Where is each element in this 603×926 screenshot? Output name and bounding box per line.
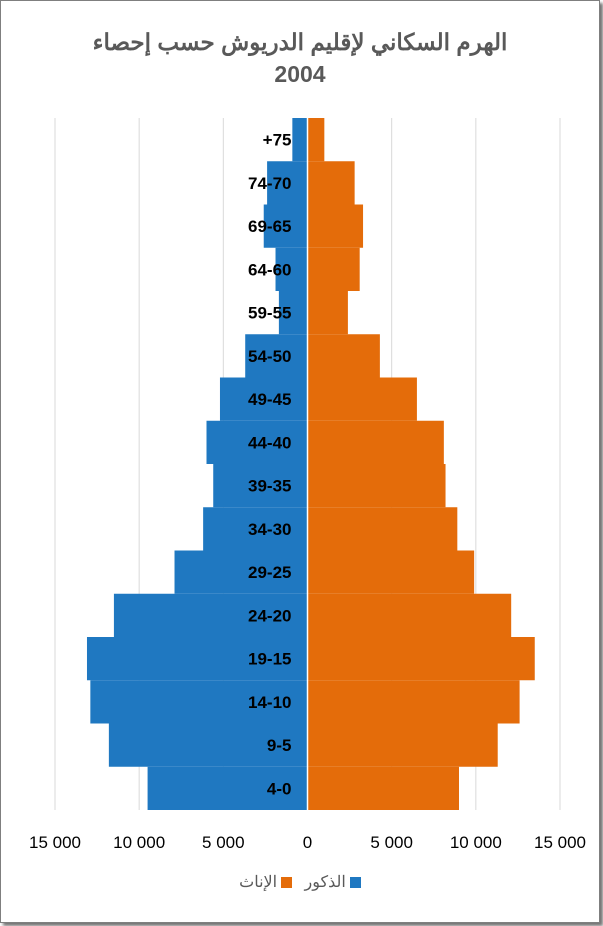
legend-item-females: الإناث [239, 872, 293, 892]
bar-males-54-50 [245, 334, 308, 378]
bar-males-14-10 [90, 680, 308, 724]
chart-title-line1: الهرم السكاني لإقليم الدريوش حسب إحصاء [92, 29, 508, 55]
bar-females-64-60 [307, 247, 360, 291]
age-label-9-5: 9-5 [267, 736, 292, 755]
age-label-34-30: 34-30 [248, 520, 291, 539]
x-tick-label-2: 5 000 [202, 833, 245, 852]
age-label-69-65: 69-65 [248, 217, 291, 236]
legend-swatch-males [349, 876, 361, 888]
age-label-74-70: 74-70 [248, 174, 291, 193]
age-label-54-50: 54-50 [248, 347, 291, 366]
legend-item-males: الذكور [305, 872, 361, 892]
bar-females-29-25 [307, 550, 475, 594]
x-tick-label-4: 5 000 [370, 833, 413, 852]
bar-males-74-70 [267, 161, 308, 205]
chart-title: الهرم السكاني لإقليم الدريوش حسب إحصاء 2… [0, 26, 600, 90]
age-label-14-10: 14-10 [248, 693, 291, 712]
x-tick-label-6: 15 000 [534, 833, 586, 852]
bar-males-+75 [292, 118, 308, 162]
bar-females-14-10 [307, 680, 520, 724]
age-label-24-20: 24-20 [248, 606, 291, 625]
chart-legend: الذكور الإناث [0, 872, 600, 893]
bar-females-34-30 [307, 507, 458, 551]
bar-females-39-35 [307, 464, 446, 508]
bar-males-24-20 [113, 593, 308, 637]
chart-title-line2: 2004 [274, 61, 326, 87]
bar-females-19-15 [307, 637, 535, 681]
bar-males-34-30 [203, 507, 308, 551]
bar-females-4-0 [307, 766, 459, 810]
bar-males-44-40 [206, 420, 308, 464]
bar-females-59-55 [307, 291, 348, 335]
bar-males-19-15 [86, 637, 308, 681]
bar-males-29-25 [174, 550, 308, 594]
age-label-44-40: 44-40 [248, 433, 291, 452]
legend-label-females: الإناث [239, 874, 278, 891]
bar-females-24-20 [307, 593, 512, 637]
age-label-39-35: 39-35 [248, 477, 291, 496]
bar-females-54-50 [307, 334, 380, 378]
bar-males-64-60 [275, 247, 308, 291]
bar-males-39-35 [213, 464, 308, 508]
bar-females-9-5 [307, 723, 498, 767]
bar-females-+75 [307, 118, 325, 162]
bar-males-69-65 [263, 204, 308, 248]
age-label-64-60: 64-60 [248, 260, 291, 279]
bar-males-49-45 [219, 377, 308, 421]
x-tick-label-3: 0 [303, 833, 312, 852]
bar-males-9-5 [108, 723, 308, 767]
bar-females-74-70 [307, 161, 355, 205]
age-label-59-55: 59-55 [248, 304, 291, 323]
age-label-29-25: 29-25 [248, 563, 291, 582]
x-tick-label-0: 15 000 [29, 833, 81, 852]
x-tick-label-1: 10 000 [113, 833, 165, 852]
bar-females-69-65 [307, 204, 364, 248]
legend-swatch-females [281, 876, 293, 888]
age-label-+75: +75 [263, 131, 292, 150]
bar-males-59-55 [278, 291, 308, 335]
age-label-49-45: 49-45 [248, 390, 291, 409]
bar-females-49-45 [307, 377, 417, 421]
bar-females-44-40 [307, 420, 444, 464]
age-label-4-0: 4-0 [267, 779, 292, 798]
age-label-19-15: 19-15 [248, 650, 291, 669]
legend-label-males: الذكور [304, 874, 346, 891]
bar-males-4-0 [147, 766, 308, 810]
x-tick-label-5: 10 000 [450, 833, 502, 852]
